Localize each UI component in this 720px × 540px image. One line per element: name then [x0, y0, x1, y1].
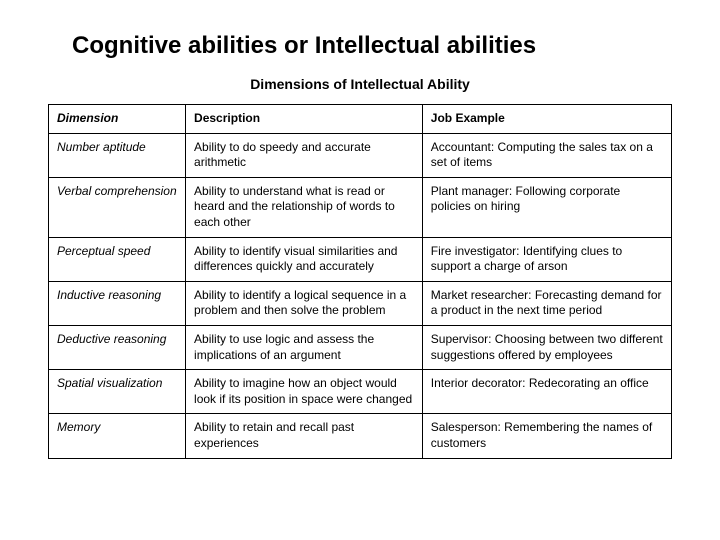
- cell-job-example: Plant manager: Following corporate polic…: [422, 177, 671, 237]
- cell-job-example: Salesperson: Remembering the names of cu…: [422, 414, 671, 458]
- cell-dimension: Perceptual speed: [49, 237, 186, 281]
- cell-dimension: Verbal comprehension: [49, 177, 186, 237]
- col-header-dimension: Dimension: [49, 105, 186, 134]
- page-title: Cognitive abilities or Intellectual abil…: [72, 32, 672, 60]
- table-row: Inductive reasoning Ability to identify …: [49, 281, 672, 325]
- cell-description: Ability to use logic and assess the impl…: [186, 325, 423, 369]
- cell-job-example: Interior decorator: Redecorating an offi…: [422, 370, 671, 414]
- col-header-job-example: Job Example: [422, 105, 671, 134]
- cell-description: Ability to identify visual similarities …: [186, 237, 423, 281]
- cell-job-example: Fire investigator: Identifying clues to …: [422, 237, 671, 281]
- table-row: Verbal comprehension Ability to understa…: [49, 177, 672, 237]
- table-row: Deductive reasoning Ability to use logic…: [49, 325, 672, 369]
- table-header-row: Dimension Description Job Example: [49, 105, 672, 134]
- cell-dimension: Number aptitude: [49, 133, 186, 177]
- col-header-description: Description: [186, 105, 423, 134]
- table-row: Memory Ability to retain and recall past…: [49, 414, 672, 458]
- table-row: Perceptual speed Ability to identify vis…: [49, 237, 672, 281]
- cell-description: Ability to understand what is read or he…: [186, 177, 423, 237]
- cell-dimension: Spatial visualization: [49, 370, 186, 414]
- cell-description: Ability to imagine how an object would l…: [186, 370, 423, 414]
- abilities-table: Dimension Description Job Example Number…: [48, 104, 672, 459]
- cell-job-example: Accountant: Computing the sales tax on a…: [422, 133, 671, 177]
- page-subtitle: Dimensions of Intellectual Ability: [48, 76, 672, 92]
- cell-dimension: Inductive reasoning: [49, 281, 186, 325]
- cell-dimension: Memory: [49, 414, 186, 458]
- table-row: Number aptitude Ability to do speedy and…: [49, 133, 672, 177]
- table-row: Spatial visualization Ability to imagine…: [49, 370, 672, 414]
- cell-job-example: Supervisor: Choosing between two differe…: [422, 325, 671, 369]
- cell-job-example: Market researcher: Forecasting demand fo…: [422, 281, 671, 325]
- cell-description: Ability to identify a logical sequence i…: [186, 281, 423, 325]
- cell-description: Ability to retain and recall past experi…: [186, 414, 423, 458]
- cell-dimension: Deductive reasoning: [49, 325, 186, 369]
- cell-description: Ability to do speedy and accurate arithm…: [186, 133, 423, 177]
